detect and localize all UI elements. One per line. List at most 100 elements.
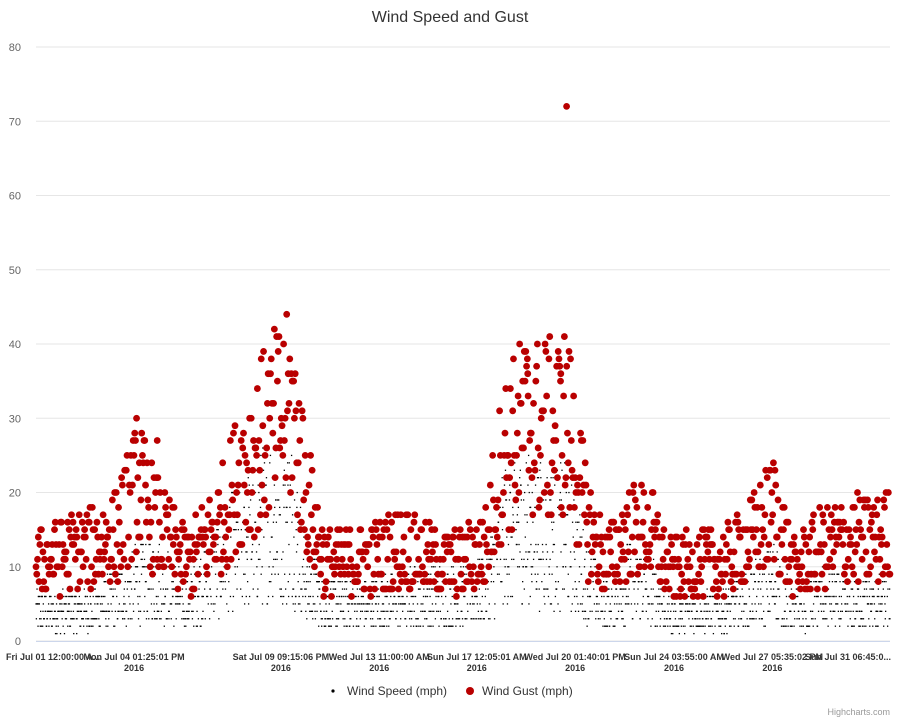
wind-gust-point[interactable]	[526, 437, 534, 444]
wind-gust-point[interactable]	[359, 555, 367, 563]
wind-gust-point[interactable]	[71, 555, 79, 563]
wind-gust-point[interactable]	[171, 570, 179, 578]
wind-gust-point[interactable]	[800, 526, 807, 534]
wind-gust-point[interactable]	[297, 518, 305, 526]
wind-gust-point[interactable]	[638, 481, 645, 489]
wind-gust-point[interactable]	[797, 548, 805, 556]
wind-gust-point[interactable]	[789, 593, 797, 600]
wind-gust-point[interactable]	[215, 489, 223, 496]
wind-gust-point[interactable]	[365, 541, 373, 548]
wind-gust-point[interactable]	[427, 555, 435, 563]
wind-gust-point[interactable]	[619, 548, 627, 556]
wind-gust-point[interactable]	[88, 503, 96, 511]
wind-gust-point[interactable]	[511, 481, 519, 489]
wind-gust-point[interactable]	[709, 585, 717, 593]
wind-gust-point[interactable]	[93, 518, 101, 526]
wind-gust-point[interactable]	[807, 585, 814, 593]
wind-gust-point[interactable]	[212, 533, 220, 541]
wind-gust-point[interactable]	[876, 555, 884, 563]
wind-gust-point[interactable]	[826, 555, 834, 563]
wind-gust-point[interactable]	[486, 481, 494, 489]
wind-gust-point[interactable]	[631, 496, 639, 504]
wind-gust-point[interactable]	[769, 511, 777, 519]
wind-gust-point[interactable]	[301, 526, 308, 534]
wind-gust-point[interactable]	[216, 511, 223, 519]
wind-gust-point[interactable]	[462, 555, 470, 563]
wind-gust-point[interactable]	[558, 451, 566, 459]
wind-gust-point[interactable]	[684, 555, 692, 563]
wind-gust-point[interactable]	[250, 533, 258, 541]
wind-gust-point[interactable]	[149, 570, 156, 578]
wind-gust-point[interactable]	[646, 541, 654, 548]
wind-gust-point[interactable]	[722, 541, 730, 548]
wind-gust-point[interactable]	[811, 570, 819, 578]
wind-gust-point[interactable]	[39, 548, 47, 556]
wind-gust-point[interactable]	[867, 518, 875, 526]
wind-gust-point[interactable]	[541, 340, 549, 348]
wind-gust-point[interactable]	[174, 585, 182, 593]
wind-gust-point[interactable]	[579, 437, 587, 444]
wind-gust-point[interactable]	[531, 466, 539, 474]
wind-gust-point[interactable]	[176, 541, 184, 548]
wind-gust-point[interactable]	[623, 503, 631, 511]
wind-gust-point[interactable]	[126, 489, 134, 496]
wind-gust-point[interactable]	[82, 555, 90, 563]
wind-gust-point[interactable]	[831, 503, 839, 511]
wind-gust-point[interactable]	[451, 526, 459, 534]
wind-gust-point[interactable]	[497, 541, 505, 548]
wind-gust-point[interactable]	[555, 355, 563, 363]
wind-gust-point[interactable]	[51, 518, 59, 526]
wind-gust-point[interactable]	[476, 541, 483, 548]
wind-gust-point[interactable]	[866, 526, 874, 534]
wind-gust-point[interactable]	[99, 511, 107, 519]
wind-gust-point[interactable]	[724, 518, 732, 526]
wind-gust-point[interactable]	[729, 585, 737, 593]
wind-gust-point[interactable]	[449, 533, 457, 541]
wind-gust-point[interactable]	[439, 570, 446, 578]
wind-gust-point[interactable]	[493, 503, 500, 511]
wind-gust-point[interactable]	[389, 578, 397, 585]
wind-gust-point[interactable]	[279, 451, 287, 459]
wind-gust-point[interactable]	[584, 578, 592, 585]
wind-gust-point[interactable]	[506, 385, 514, 392]
wind-gust-point[interactable]	[142, 481, 149, 489]
wind-gust-point[interactable]	[754, 548, 762, 556]
wind-gust-point[interactable]	[659, 555, 667, 563]
wind-gust-point[interactable]	[165, 555, 173, 563]
wind-gust-point[interactable]	[318, 555, 325, 563]
wind-gust-point[interactable]	[51, 526, 58, 534]
wind-gust-point[interactable]	[629, 489, 637, 496]
wind-gust-point[interactable]	[681, 593, 689, 600]
wind-gust-point[interactable]	[853, 541, 861, 548]
wind-gust-point[interactable]	[134, 474, 142, 482]
wind-gust-point[interactable]	[527, 429, 535, 437]
wind-gust-point[interactable]	[557, 370, 565, 378]
wind-gust-point[interactable]	[306, 555, 314, 563]
wind-gust-point[interactable]	[616, 578, 624, 585]
wind-gust-point[interactable]	[275, 333, 283, 340]
wind-gust-point[interactable]	[169, 541, 177, 548]
wind-gust-point[interactable]	[850, 570, 858, 578]
wind-gust-point[interactable]	[819, 511, 827, 519]
wind-gust-point[interactable]	[328, 593, 335, 600]
wind-gust-point[interactable]	[854, 489, 861, 496]
wind-gust-point[interactable]	[437, 585, 445, 593]
wind-gust-point[interactable]	[840, 518, 848, 526]
wind-gust-point[interactable]	[144, 496, 152, 504]
wind-gust-point[interactable]	[424, 541, 432, 548]
wind-gust-point[interactable]	[761, 511, 769, 519]
wind-gust-point[interactable]	[617, 541, 625, 548]
wind-gust-point[interactable]	[213, 518, 221, 526]
wind-gust-point[interactable]	[104, 533, 112, 541]
wind-gust-point[interactable]	[549, 407, 557, 415]
wind-gust-point[interactable]	[467, 570, 475, 578]
wind-gust-point[interactable]	[728, 563, 736, 571]
wind-gust-point[interactable]	[772, 481, 780, 489]
wind-gust-point[interactable]	[613, 563, 621, 571]
wind-gust-point[interactable]	[257, 355, 265, 363]
wind-gust-point[interactable]	[658, 533, 666, 541]
wind-gust-point[interactable]	[595, 563, 603, 571]
wind-gust-point[interactable]	[247, 414, 255, 422]
wind-gust-point[interactable]	[315, 533, 323, 541]
wind-gust-point[interactable]	[270, 325, 278, 333]
